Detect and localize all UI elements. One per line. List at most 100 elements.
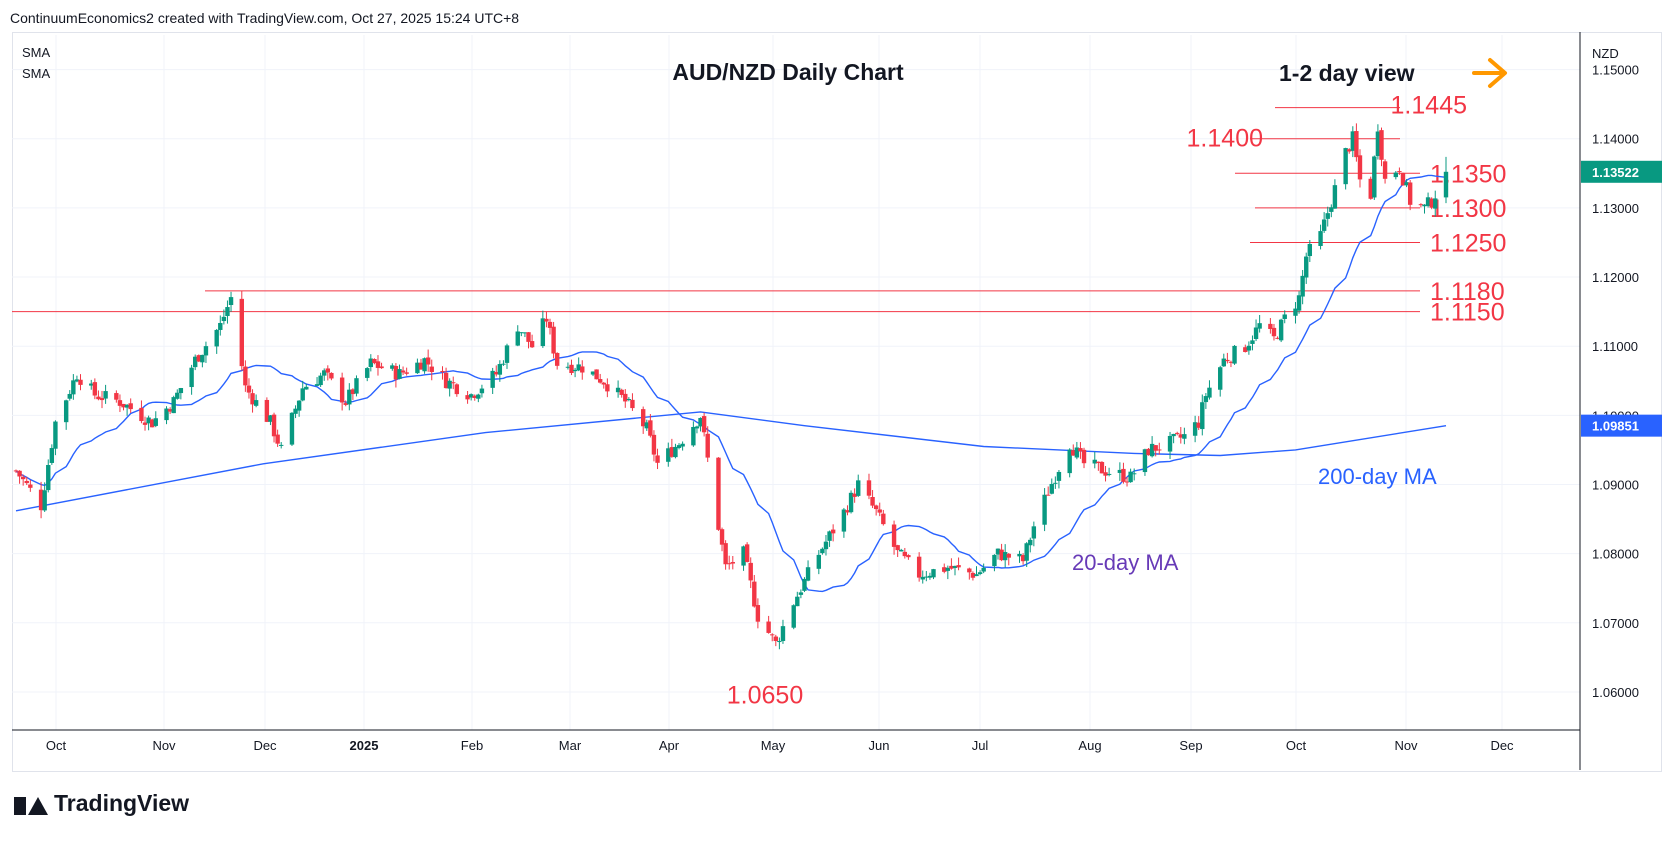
candle xyxy=(1354,123,1359,162)
candle-body xyxy=(727,563,732,565)
candle xyxy=(167,407,173,415)
candle xyxy=(296,400,302,417)
candle-body xyxy=(243,366,248,386)
price-tick-label: 1.12000 xyxy=(1592,270,1639,285)
candle xyxy=(293,405,298,419)
candle-body xyxy=(501,363,506,365)
candle xyxy=(924,571,929,582)
candle-body xyxy=(1081,449,1087,464)
candle-body xyxy=(404,372,409,374)
candle-body xyxy=(1271,327,1277,337)
candle-body xyxy=(1343,148,1348,185)
candle xyxy=(415,358,420,374)
candle xyxy=(601,381,606,389)
tradingview-logo-icon xyxy=(14,793,48,815)
candle-body xyxy=(1368,178,1373,199)
level-label: 1.1150 xyxy=(1430,299,1505,327)
candle-body xyxy=(339,377,345,403)
candle-body xyxy=(1142,449,1148,473)
candle xyxy=(1350,126,1356,158)
level-label: 1.1180 xyxy=(1430,278,1505,306)
candle-body xyxy=(200,354,205,363)
candle-body xyxy=(705,433,710,458)
candle xyxy=(1307,240,1313,263)
candle-body xyxy=(92,382,98,396)
candle xyxy=(479,384,485,398)
candle xyxy=(339,372,345,411)
candle-body xyxy=(544,318,549,322)
candle xyxy=(1103,465,1108,482)
candle xyxy=(572,367,578,378)
candle xyxy=(755,598,761,629)
candle xyxy=(927,572,933,580)
candle xyxy=(228,291,234,312)
candle-body xyxy=(271,414,277,437)
candle-body xyxy=(497,364,503,375)
candle xyxy=(1042,488,1047,532)
candle xyxy=(1078,442,1083,459)
candle-body xyxy=(615,387,621,393)
candle-body xyxy=(856,480,861,496)
candle xyxy=(974,566,979,577)
candle-body xyxy=(167,409,173,412)
candle xyxy=(827,530,832,547)
candle-body xyxy=(798,592,804,595)
ma20-path xyxy=(15,174,1447,593)
candle-body xyxy=(347,389,352,405)
candle-body xyxy=(1182,434,1187,439)
candle-body xyxy=(479,388,485,394)
candle-body xyxy=(225,307,230,317)
candle xyxy=(1117,462,1123,481)
candle xyxy=(67,390,72,401)
candle xyxy=(393,363,399,388)
candle xyxy=(823,534,829,556)
candle xyxy=(644,419,649,431)
price-tick-label: 1.15000 xyxy=(1592,63,1639,78)
candle xyxy=(1221,353,1226,367)
candle xyxy=(705,426,710,462)
candle xyxy=(1293,302,1298,324)
candle-body xyxy=(494,371,499,375)
candle-body xyxy=(146,417,151,424)
candle xyxy=(1379,127,1384,167)
candle-body xyxy=(318,375,323,386)
candle xyxy=(404,367,409,376)
candle-body xyxy=(1056,471,1062,481)
last-price-badge xyxy=(1581,160,1662,183)
candle xyxy=(418,358,424,370)
candle xyxy=(1372,155,1377,200)
candle-body xyxy=(623,393,628,402)
candle xyxy=(1343,147,1348,190)
candle xyxy=(164,406,169,425)
candle xyxy=(992,554,997,572)
candle-body xyxy=(1268,323,1273,329)
candle-body xyxy=(1178,434,1183,438)
candle xyxy=(1096,461,1101,471)
candle xyxy=(848,490,854,514)
candle-body xyxy=(547,321,553,328)
candle xyxy=(279,442,284,449)
candle xyxy=(906,554,911,560)
candle-body xyxy=(117,400,123,406)
candle-body xyxy=(655,455,660,463)
candle-body xyxy=(698,417,703,427)
candle xyxy=(92,378,98,400)
candle-body xyxy=(1103,472,1108,476)
candle xyxy=(931,568,936,580)
candle-body xyxy=(630,399,635,409)
candle xyxy=(995,548,1001,560)
candle xyxy=(1020,553,1026,565)
tradingview-logo[interactable]: TradingView xyxy=(14,790,189,817)
candle xyxy=(1028,537,1033,553)
candle xyxy=(580,360,585,380)
candle xyxy=(515,325,520,347)
candle-body xyxy=(1028,539,1033,546)
candle xyxy=(1099,461,1105,474)
candle-body xyxy=(716,457,721,530)
candle-body xyxy=(418,362,424,370)
candle-body xyxy=(945,567,951,571)
candle-body xyxy=(723,543,728,565)
candle-body xyxy=(977,572,983,575)
candle-body xyxy=(203,346,209,356)
